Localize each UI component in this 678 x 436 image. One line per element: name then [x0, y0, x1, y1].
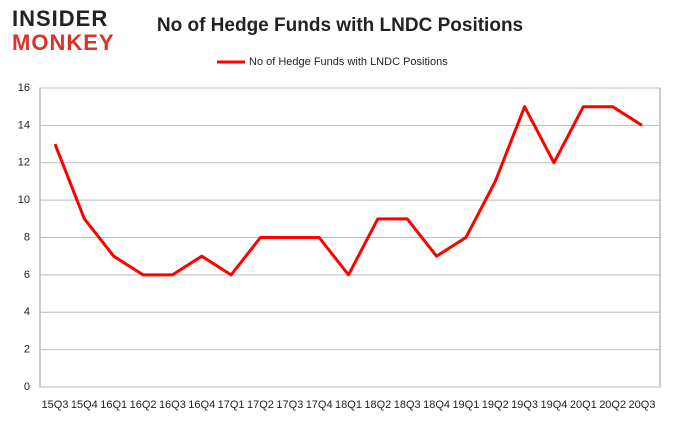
- x-tick-label: 15Q4: [71, 399, 98, 411]
- x-tick-label: 20Q3: [629, 399, 656, 411]
- chart-title: No of Hedge Funds with LNDC Positions: [157, 15, 523, 36]
- y-tick-label: 16: [18, 82, 30, 94]
- data-line: [53, 105, 643, 277]
- x-tick-label: 18Q1: [335, 399, 362, 411]
- x-tick-label: 19Q3: [511, 399, 538, 411]
- x-tick-label: 17Q3: [276, 399, 303, 411]
- x-tick-label: 17Q1: [218, 399, 245, 411]
- x-tick-label: 16Q4: [188, 399, 215, 411]
- x-tick-label: 20Q2: [599, 399, 626, 411]
- x-tick-label: 18Q3: [394, 399, 421, 411]
- x-tick-label: 16Q3: [159, 399, 186, 411]
- x-tick-label: 20Q1: [570, 399, 597, 411]
- y-tick-label: 8: [24, 231, 30, 243]
- y-tick-label: 4: [24, 306, 30, 318]
- x-tick-label: 17Q4: [306, 399, 333, 411]
- legend-label: No of Hedge Funds with LNDC Positions: [249, 56, 448, 68]
- x-tick-label: 19Q2: [482, 399, 509, 411]
- logo-line2: MONKEY: [12, 30, 115, 55]
- x-tick-label: 18Q4: [423, 399, 450, 411]
- y-tick-label: 6: [24, 269, 30, 281]
- x-tick-label: 16Q1: [100, 399, 127, 411]
- y-tick-label: 14: [18, 119, 30, 131]
- x-tick-label: 16Q2: [130, 399, 157, 411]
- x-tick-label: 15Q3: [42, 399, 69, 411]
- y-tick-label: 0: [24, 381, 30, 393]
- y-tick-label: 2: [24, 344, 30, 356]
- y-tick-label: 10: [18, 194, 30, 206]
- y-tick-label: 12: [18, 157, 30, 169]
- x-tick-label: 17Q2: [247, 399, 274, 411]
- x-tick-label: 18Q2: [364, 399, 391, 411]
- x-tick-label: 19Q1: [452, 399, 479, 411]
- x-tick-label: 19Q4: [540, 399, 567, 411]
- logo-line1: INSIDER: [12, 6, 108, 31]
